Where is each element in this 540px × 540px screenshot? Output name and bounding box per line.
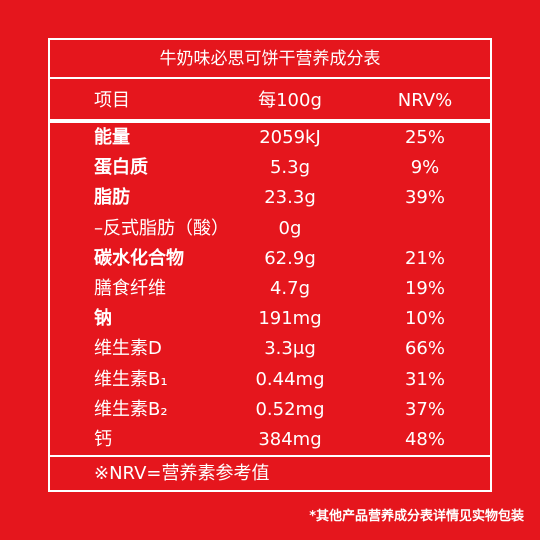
table-cell: 9% [410,157,440,179]
divider [50,455,490,457]
table-cell: 能量 [94,127,130,148]
table-cell: 维生素B₁ [94,368,168,390]
table-cell: 3.3μg [264,338,316,360]
table-cell: 维生素D [94,338,162,360]
table-cell: 2059kJ [259,127,321,148]
table-cell: 21% [404,247,445,269]
table-cell: 10% [404,308,445,330]
table-cell: 37% [404,398,445,420]
header-cell: 项目 [94,90,130,111]
table-cell: 膳食纤维 [94,278,166,299]
table-cell: 66% [404,338,445,360]
table-cell: 维生素B₂ [94,398,168,420]
table-cell: 蛋白质 [94,157,148,179]
table-cell: 62.9g [264,247,316,269]
table-cell: 5.3g [269,157,311,179]
table-cell: –反式脂肪（酸） [94,217,229,239]
table-cell: 48% [404,429,445,450]
header-cell: 每100g [258,90,322,111]
table-cell: 钠 [94,308,112,330]
table-cell: 39% [404,187,445,209]
footnote: ※NRV=营养素参考值 [94,463,270,484]
table-cell: 碳水化合物 [94,247,184,269]
disclaimer: *其他产品营养成分表详情见实物包装 [309,509,524,524]
table-cell: 384mg [258,429,322,450]
table-cell: 31% [404,368,445,390]
divider [50,77,490,79]
table-cell: 25% [404,127,445,148]
table-cell: 0.52mg [255,398,325,420]
table-cell: 钙 [94,429,112,450]
table-cell: 23.3g [264,187,316,209]
table-cell: 19% [404,278,445,299]
table-cell: 脂肪 [94,187,130,209]
nutrition-table: 牛奶味必思可饼干营养成分表 项目 每100g NRV% 能量 2059kJ 25% 蛋… [48,38,492,492]
header-cell: NRV% [397,90,453,111]
table-cell: 4.7g [269,278,311,299]
table-title: 牛奶味必思可饼干营养成分表 [159,49,381,69]
table-cell: 191mg [258,308,322,330]
divider [50,119,490,123]
table-cell: 0g [278,217,302,239]
table-cell: 0.44mg [255,368,325,390]
